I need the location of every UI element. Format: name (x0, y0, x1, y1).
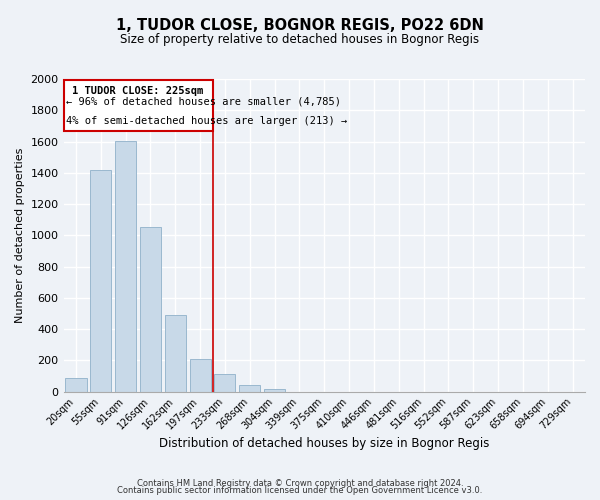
Text: 1 TUDOR CLOSE: 225sqm: 1 TUDOR CLOSE: 225sqm (73, 86, 203, 96)
Text: 1, TUDOR CLOSE, BOGNOR REGIS, PO22 6DN: 1, TUDOR CLOSE, BOGNOR REGIS, PO22 6DN (116, 18, 484, 32)
Text: Contains HM Land Registry data © Crown copyright and database right 2024.: Contains HM Land Registry data © Crown c… (137, 478, 463, 488)
Text: Contains public sector information licensed under the Open Government Licence v3: Contains public sector information licen… (118, 486, 482, 495)
Bar (165, 315, 186, 392)
Bar (115, 140, 136, 392)
Bar (239, 386, 260, 392)
Bar (90, 170, 112, 392)
Bar (65, 378, 86, 392)
X-axis label: Distribution of detached houses by size in Bognor Regis: Distribution of detached houses by size … (159, 437, 490, 450)
Text: 4% of semi-detached houses are larger (213) →: 4% of semi-detached houses are larger (2… (66, 116, 347, 126)
Bar (190, 359, 211, 392)
Text: Size of property relative to detached houses in Bognor Regis: Size of property relative to detached ho… (121, 32, 479, 46)
FancyBboxPatch shape (64, 80, 212, 130)
Bar (214, 374, 235, 392)
Bar (140, 228, 161, 392)
Y-axis label: Number of detached properties: Number of detached properties (15, 148, 25, 323)
Bar (264, 389, 285, 392)
Text: ← 96% of detached houses are smaller (4,785): ← 96% of detached houses are smaller (4,… (66, 96, 341, 106)
